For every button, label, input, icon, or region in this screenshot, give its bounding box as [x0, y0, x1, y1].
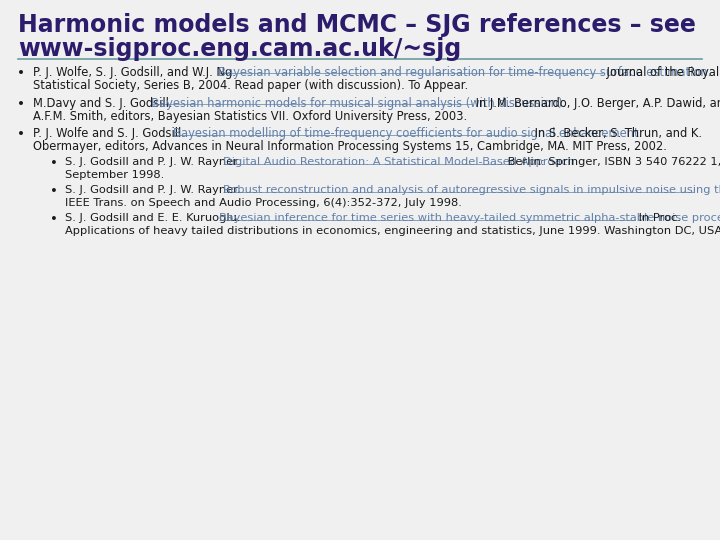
Text: Robust reconstruction and analysis of autoregressive signals in impulsive noise : Robust reconstruction and analysis of au… [223, 185, 720, 195]
Text: •: • [17, 97, 25, 111]
Text: •: • [17, 66, 25, 80]
Text: Bayesian modelling of time-frequency coefficients for audio signal enhancement.: Bayesian modelling of time-frequency coe… [174, 127, 642, 140]
Text: Applications of heavy tailed distributions in economics, engineering and statist: Applications of heavy tailed distributio… [65, 226, 720, 235]
Text: M.Davy and S. J. Godsill.: M.Davy and S. J. Godsill. [33, 97, 176, 110]
Text: Obermayer, editors, ⁣Advances in Neural Information Processing Systems 15, Cambr: Obermayer, editors, ⁣Advances in Neural … [33, 140, 667, 153]
Text: Bayesian variable selection and regularisation for time-frequency surface estima: Bayesian variable selection and regulari… [218, 66, 711, 79]
Text: ⁣Journal of the Royal: ⁣Journal of the Royal [603, 66, 719, 79]
Text: S. J. Godsill and E. E. Kuruoglu.: S. J. Godsill and E. E. Kuruoglu. [65, 213, 244, 223]
Text: A.F.M. Smith, editors, ⁣Bayesian Statistics VII⁣. Oxford University Press, 2003.: A.F.M. Smith, editors, ⁣Bayesian Statist… [33, 110, 467, 123]
Text: S. J. Godsill and P. J. W. Rayner.: S. J. Godsill and P. J. W. Rayner. [65, 157, 244, 167]
Text: P. J. Wolfe, S. J. Godsill, and W.J. Ng.: P. J. Wolfe, S. J. Godsill, and W.J. Ng. [33, 66, 240, 79]
Text: •: • [50, 213, 58, 226]
Text: •: • [50, 157, 58, 170]
Text: Statistical Society, Series B⁣, 2004. Read paper (with discussion). To Appear.: Statistical Society, Series B⁣, 2004. Re… [33, 79, 468, 92]
Text: Bayesian inference for time series with heavy-tailed symmetric alpha-stable nois: Bayesian inference for time series with … [219, 213, 720, 223]
Text: Berlin: Springer, ISBN 3 540 76222 1,: Berlin: Springer, ISBN 3 540 76222 1, [504, 157, 720, 167]
Text: •: • [50, 185, 58, 198]
Text: www-sigproc.eng.cam.ac.uk/~sjg: www-sigproc.eng.cam.ac.uk/~sjg [18, 37, 462, 61]
Text: Digital Audio Restoration: A Statistical Model-Based Approach.: Digital Audio Restoration: A Statistical… [223, 157, 579, 167]
Text: In ⁣Proc.: In ⁣Proc. [635, 213, 685, 223]
Text: Bayesian harmonic models for musical signal analysis (with discussion).: Bayesian harmonic models for musical sig… [150, 97, 566, 110]
Text: In S. Becker, S. Thrun, and K.: In S. Becker, S. Thrun, and K. [531, 127, 705, 140]
Text: In J.M. Bernardo, J.O. Berger, A.P. Dawid, and: In J.M. Bernardo, J.O. Berger, A.P. Dawi… [472, 97, 720, 110]
Text: •: • [17, 127, 25, 141]
Text: Harmonic models and MCMC – SJG references – see: Harmonic models and MCMC – SJG reference… [18, 13, 696, 37]
Text: ⁣IEEE Trans. on Speech and Audio Processing⁣, 6(4):352-372, July 1998.: ⁣IEEE Trans. on Speech and Audio Process… [65, 198, 462, 207]
Text: S. J. Godsill and P. J. W. Rayner.: S. J. Godsill and P. J. W. Rayner. [65, 185, 244, 195]
Text: P. J. Wolfe and S. J. Godsill.: P. J. Wolfe and S. J. Godsill. [33, 127, 189, 140]
Text: September 1998.: September 1998. [65, 170, 164, 180]
